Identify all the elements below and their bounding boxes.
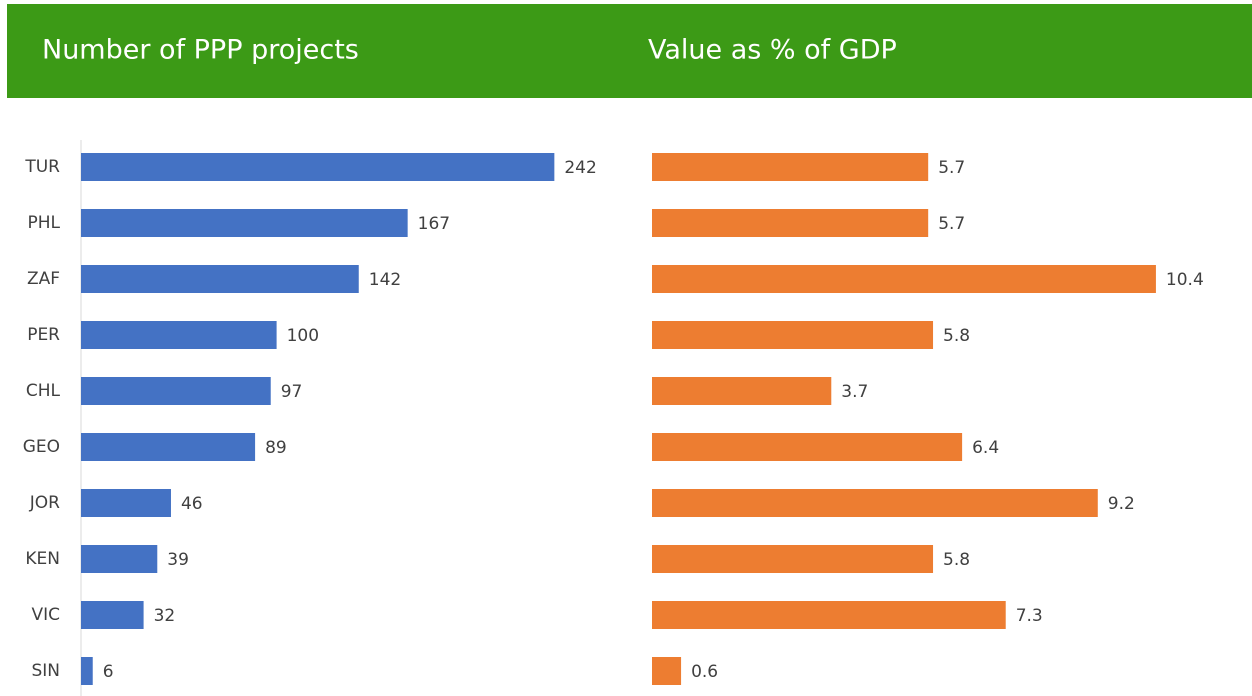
data-label: 39 <box>167 550 189 570</box>
data-label: 97 <box>281 382 303 402</box>
category-label: SIN <box>31 661 60 681</box>
bar <box>652 489 1098 517</box>
data-label: 142 <box>369 270 401 290</box>
category-label: JOR <box>29 493 60 513</box>
bar <box>81 377 271 405</box>
data-label: 32 <box>154 606 176 626</box>
bar <box>652 321 934 349</box>
data-label: 9.2 <box>1108 494 1135 514</box>
data-label: 5.8 <box>943 326 970 346</box>
bar <box>652 153 929 181</box>
data-label: 0.6 <box>691 662 718 682</box>
data-label: 3.7 <box>841 382 868 402</box>
data-label: 242 <box>564 158 596 178</box>
category-label: CHL <box>26 381 61 401</box>
header-band <box>7 4 1252 98</box>
bar <box>81 321 277 349</box>
bar <box>652 433 963 461</box>
data-label: 5.7 <box>938 214 965 234</box>
chart-title: Number of PPP projects <box>42 35 359 66</box>
bar <box>81 433 256 461</box>
chart-title: Value as % of GDP <box>648 35 897 66</box>
bar <box>652 377 832 405</box>
data-label: 89 <box>265 438 287 458</box>
category-label: GEO <box>23 437 60 457</box>
category-label: TUR <box>24 157 60 177</box>
bar <box>652 601 1006 629</box>
bar <box>81 153 555 181</box>
data-label: 6 <box>103 662 114 682</box>
data-label: 5.8 <box>943 550 970 570</box>
bar <box>652 657 682 685</box>
bar <box>652 209 929 237</box>
data-label: 6.4 <box>972 438 999 458</box>
data-label: 5.7 <box>938 158 965 178</box>
data-label: 46 <box>181 494 203 514</box>
data-label: 100 <box>287 326 319 346</box>
category-label: ZAF <box>27 269 60 289</box>
bar <box>81 489 171 517</box>
bar <box>652 545 934 573</box>
bar <box>81 545 158 573</box>
data-label: 10.4 <box>1166 270 1204 290</box>
data-label: 7.3 <box>1016 606 1043 626</box>
bar <box>81 657 93 685</box>
category-label: KEN <box>25 549 60 569</box>
bar <box>81 209 408 237</box>
category-label: VIC <box>31 605 60 625</box>
data-label: 167 <box>418 214 450 234</box>
category-label: PER <box>27 325 60 345</box>
bar <box>652 265 1156 293</box>
bar <box>81 265 359 293</box>
category-label: PHL <box>27 213 60 233</box>
bar <box>81 601 144 629</box>
